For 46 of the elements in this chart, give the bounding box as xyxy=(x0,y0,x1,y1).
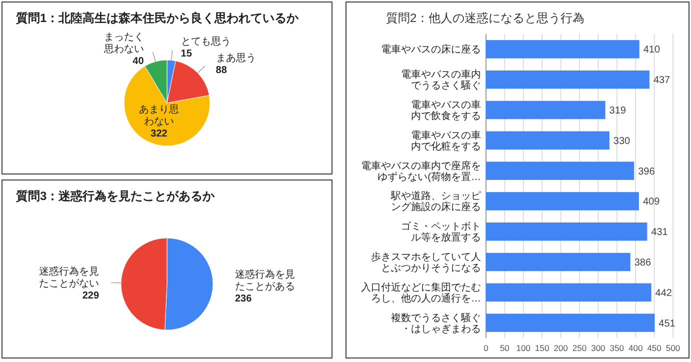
y-tick-label: 電車やバスの車内で化粧をする xyxy=(411,129,481,152)
x-tick-label: 0 xyxy=(484,343,489,353)
x-tick-label: 200 xyxy=(554,343,568,353)
y-tick-label: 複数でうるさく騒ぐ・はしゃぎまわる xyxy=(391,312,481,335)
y-tick-label: 入口付近などに集団でたむろし、他の人の通行を… xyxy=(361,281,481,304)
slice-label: まったく思わない xyxy=(102,32,144,56)
x-tick-label: 250 xyxy=(572,343,587,353)
y-tick-label: 駅や道路、ショッピング施設の床に座る xyxy=(390,190,481,214)
slice-label: 迷惑行為を見たことがない xyxy=(39,266,100,290)
x-tick-label: 450 xyxy=(647,343,662,353)
data-label: 410 xyxy=(643,44,660,56)
x-tick-label: 50 xyxy=(500,343,510,353)
x-tick-label: 150 xyxy=(535,343,550,353)
slice-label: まあ思う xyxy=(216,53,256,64)
y-tick-label: 電車やバスの車内で飲食をする xyxy=(411,99,481,122)
data-label: 431 xyxy=(651,227,668,238)
data-label: 409 xyxy=(642,196,660,208)
chart-title: 質問2：他人の迷惑になると思う行為 xyxy=(386,11,585,25)
y-tick-label: 電車やバスの車内で座席をゆずらない(荷物を置… xyxy=(361,160,481,183)
data-label: 442 xyxy=(655,288,672,299)
data-label: 386 xyxy=(634,258,652,268)
slice-label: 迷惑行為を見たことがある xyxy=(234,268,295,292)
data-label: 15 xyxy=(180,48,192,60)
slice-label: とても思う xyxy=(180,36,231,48)
data-label: 88 xyxy=(216,65,228,76)
data-label: 330 xyxy=(613,136,631,147)
x-tick-label: 500 xyxy=(666,343,680,353)
data-label: 229 xyxy=(82,290,100,302)
y-tick-label: ゴミ・ペットボトル等を放置する xyxy=(401,220,481,244)
x-tick-label: 400 xyxy=(628,343,643,353)
data-label: 319 xyxy=(609,106,626,116)
y-tick-label: 電車やバスの床に座る xyxy=(381,44,481,56)
data-label: 40 xyxy=(132,56,144,68)
chart-title: 質問1：北陸高生は森本住民から良く思われているか xyxy=(15,11,300,25)
data-label: 322 xyxy=(150,128,168,140)
data-label: 396 xyxy=(638,166,656,178)
chart-title: 質問3：迷惑行為を見たことがあるか xyxy=(15,189,216,203)
y-tick-label: 歩きスマホをしていて人とぶつかりそうになる xyxy=(371,251,481,274)
data-label: 451 xyxy=(658,318,676,330)
x-tick-label: 100 xyxy=(516,343,531,353)
x-tick-label: 350 xyxy=(610,343,624,353)
data-label: 437 xyxy=(653,75,671,86)
x-tick-label: 300 xyxy=(591,343,606,353)
data-label: 236 xyxy=(234,293,252,304)
slice-label: あまり思わない xyxy=(139,104,180,128)
y-tick-label: 電車やバスの車内でうるさく騒ぐ xyxy=(401,68,481,92)
